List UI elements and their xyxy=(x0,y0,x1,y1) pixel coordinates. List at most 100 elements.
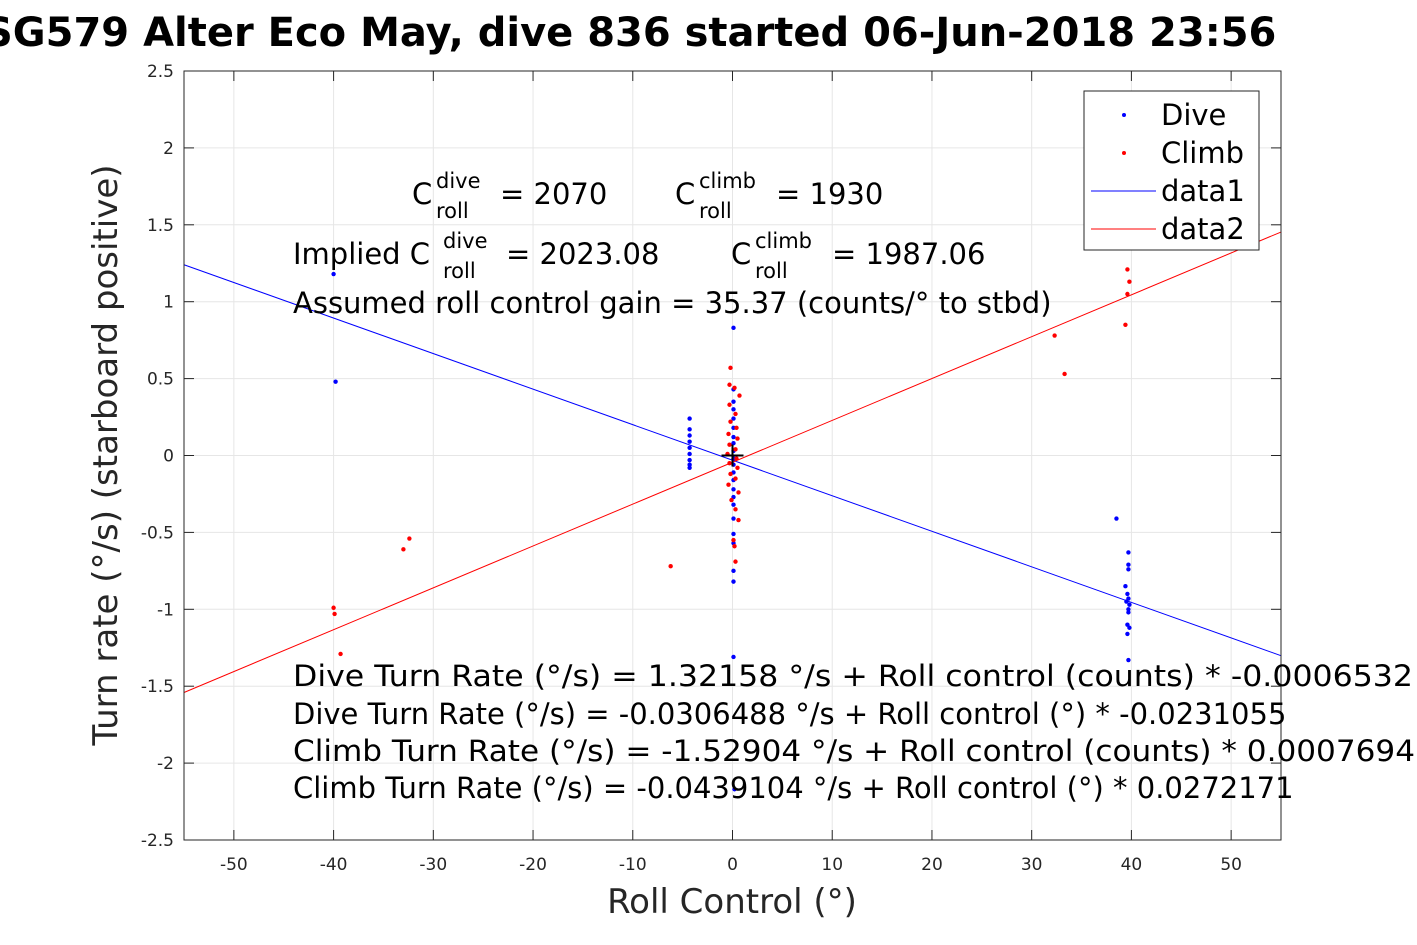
y-tick-label: -2 xyxy=(157,754,174,774)
point-dive xyxy=(731,487,736,492)
point-dive xyxy=(687,427,692,432)
y-tick-label: 2 xyxy=(163,139,174,159)
point-dive xyxy=(731,440,736,446)
implied-dive-sup: dive xyxy=(443,229,488,253)
equation-climb-counts: Climb Turn Rate (°/s) = -1.52904 °/s + R… xyxy=(293,734,1415,768)
point-climb xyxy=(668,564,673,569)
point-dive xyxy=(331,271,336,277)
point-dive xyxy=(1125,631,1130,637)
x-tick-label: 40 xyxy=(1121,855,1143,875)
y-tick-label: -1.5 xyxy=(141,677,174,697)
point-climb xyxy=(735,465,740,471)
point-dive xyxy=(1126,562,1131,567)
point-dive xyxy=(1126,567,1131,572)
point-climb xyxy=(733,411,738,417)
x-tick-label: 30 xyxy=(1021,855,1043,875)
point-climb xyxy=(331,605,336,610)
point-dive xyxy=(731,654,736,660)
center-marker xyxy=(721,444,744,467)
point-dive xyxy=(731,407,736,412)
point-dive xyxy=(1114,516,1119,521)
point-climb xyxy=(736,517,741,523)
point-dive xyxy=(687,457,692,463)
point-climb xyxy=(728,419,733,424)
x-tick-label: 0 xyxy=(727,855,738,875)
x-tick-label: 20 xyxy=(921,855,943,875)
point-dive xyxy=(1126,610,1131,615)
x-tick-label: -30 xyxy=(419,855,447,875)
c-roll-climb-sup: climb xyxy=(699,169,756,193)
point-climb xyxy=(1125,291,1130,297)
y-tick-label: 1.5 xyxy=(147,216,174,236)
point-dive xyxy=(1127,602,1132,607)
y-axis-label: Turn rate (°/s) (starboard positive) xyxy=(86,164,126,746)
axis-ticks: -50 -40 -30 -20 -10 0 10 20 30 40 50 2.5 2 1.5 1 0.5 0 -0… xyxy=(141,62,1281,875)
point-dive xyxy=(687,416,692,421)
point-dive xyxy=(731,579,736,584)
point-climb xyxy=(338,651,343,657)
point-climb xyxy=(734,456,739,461)
point-climb xyxy=(1127,279,1132,284)
legend-label-dive: Dive xyxy=(1161,98,1226,132)
regression-equations: Dive Turn Rate (°/s) = 1.32158 °/s + Rol… xyxy=(293,659,1415,805)
point-dive xyxy=(731,399,736,404)
point-climb xyxy=(1052,333,1057,338)
c-roll-climb-sub: roll xyxy=(699,199,732,223)
roll-gain-text: Assumed roll control gain = 35.37 (count… xyxy=(293,286,1052,320)
y-tick-label: 0.5 xyxy=(147,370,174,390)
point-dive xyxy=(687,451,692,457)
legend-label-data2: data2 xyxy=(1161,212,1245,246)
point-climb xyxy=(729,497,734,503)
point-climb xyxy=(727,460,732,466)
point-dive xyxy=(1126,607,1131,612)
y-tick-label: -1 xyxy=(157,600,174,620)
point-climb xyxy=(726,431,731,437)
point-dive xyxy=(731,434,736,440)
c-roll-dive-sub: roll xyxy=(436,199,469,223)
point-climb xyxy=(733,559,738,564)
point-climb xyxy=(1125,267,1130,272)
point-climb xyxy=(407,536,412,541)
point-climb xyxy=(737,393,742,398)
point-climb xyxy=(731,537,736,543)
point-climb xyxy=(734,425,739,431)
point-dive xyxy=(731,502,736,507)
point-dive xyxy=(731,325,736,331)
c-roll-climb-value: = 1930 xyxy=(776,177,883,211)
y-tick-label: -2.5 xyxy=(141,831,174,851)
y-tick-label: 0 xyxy=(163,447,174,467)
y-tick-label: -0.5 xyxy=(141,523,174,543)
implied-climb-value: = 1987.06 xyxy=(832,237,985,271)
point-climb xyxy=(1062,371,1067,377)
y-tick-label: 1 xyxy=(163,293,174,313)
point-dive xyxy=(687,465,692,471)
equation-dive-degrees: Dive Turn Rate (°/s) = -0.0306488 °/s + … xyxy=(293,697,1286,731)
data-points xyxy=(331,267,1132,792)
point-dive xyxy=(1127,625,1132,630)
c-roll-dive-value: = 2070 xyxy=(500,177,607,211)
legend-label-data1: data1 xyxy=(1161,174,1245,208)
point-climb xyxy=(732,544,737,549)
point-climb xyxy=(727,402,732,407)
c-roll-dive-label: C xyxy=(412,177,432,211)
x-tick-label: -20 xyxy=(519,855,547,875)
implied-dive-value: = 2023.08 xyxy=(506,237,659,271)
point-climb xyxy=(732,385,737,391)
point-climb xyxy=(733,447,738,452)
legend-box xyxy=(1083,90,1260,251)
point-dive xyxy=(1126,550,1131,555)
point-climb xyxy=(736,490,741,495)
point-dive xyxy=(731,568,736,574)
legend-marker-dive xyxy=(1122,113,1126,117)
c-roll-dive-sup: dive xyxy=(436,169,481,193)
equation-dive-counts: Dive Turn Rate (°/s) = 1.32158 °/s + Rol… xyxy=(293,659,1413,693)
point-dive xyxy=(731,531,736,537)
point-dive xyxy=(1123,584,1128,589)
point-dive xyxy=(687,439,692,444)
x-tick-label: -10 xyxy=(619,855,647,875)
point-climb xyxy=(733,507,738,512)
point-dive xyxy=(1126,657,1131,663)
point-dive xyxy=(687,445,692,451)
c-roll-annotations: C dive roll = 2070 C climb roll = 1930 I… xyxy=(293,169,1052,320)
point-climb xyxy=(728,471,733,477)
